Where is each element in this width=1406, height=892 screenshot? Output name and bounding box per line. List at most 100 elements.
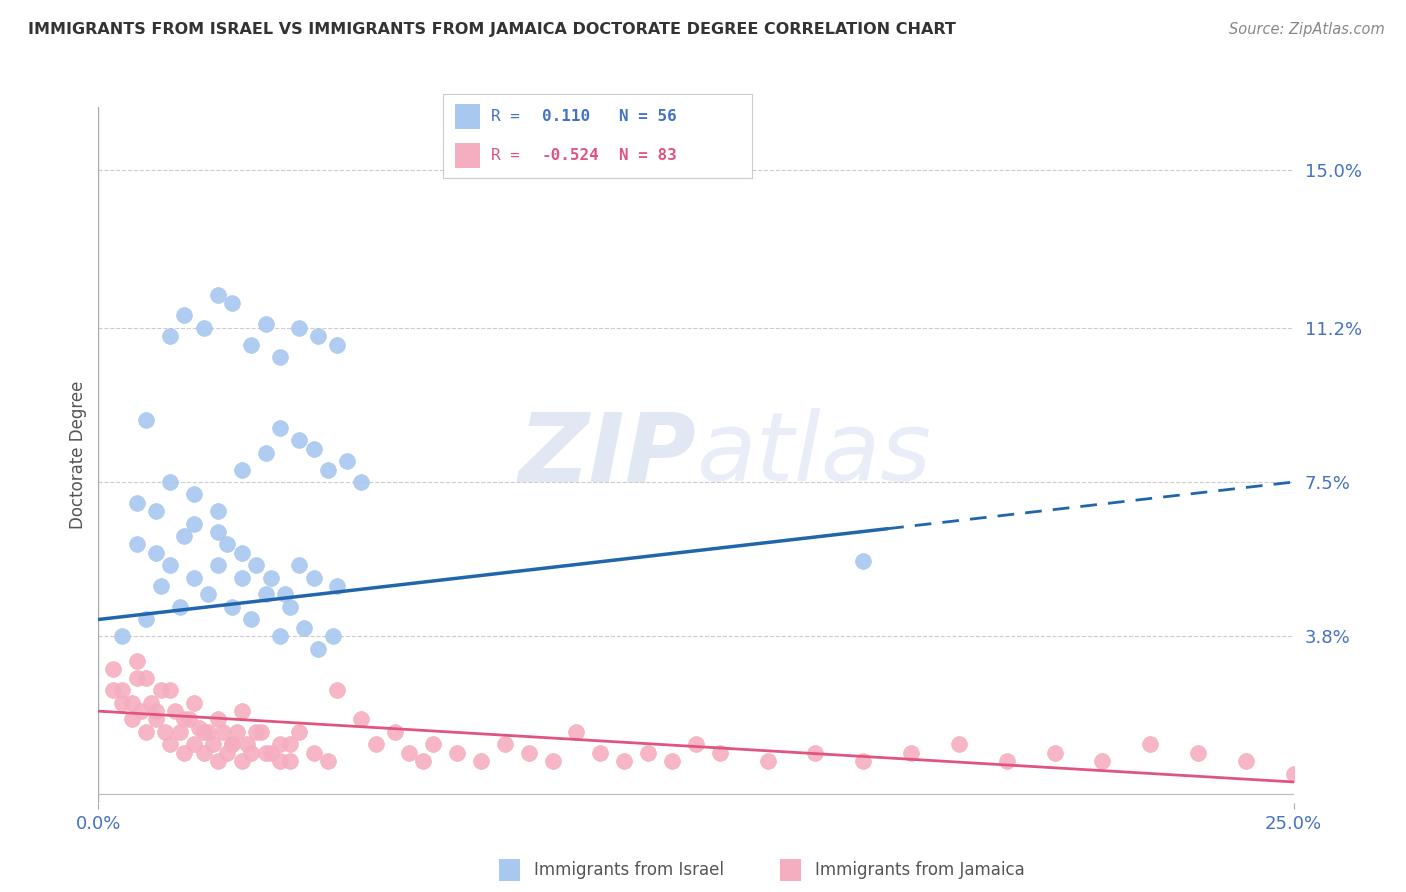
Point [326, 337, 349, 351]
Point [197, 587, 219, 601]
Point [422, 738, 444, 752]
Point [135, 412, 157, 426]
Y-axis label: Doctorate Degree: Doctorate Degree [69, 381, 87, 529]
Point [173, 713, 195, 727]
Point [121, 713, 143, 727]
Point [173, 529, 195, 543]
FancyBboxPatch shape [456, 143, 479, 169]
Point [217, 746, 239, 760]
Point [494, 738, 516, 752]
Point [149, 683, 172, 698]
Point [709, 746, 731, 760]
Point [326, 683, 349, 698]
Point [231, 704, 253, 718]
Point [274, 587, 297, 601]
Point [125, 671, 148, 685]
Point [179, 713, 201, 727]
Point [240, 612, 263, 626]
Point [221, 738, 243, 752]
Point [589, 746, 612, 760]
Point [187, 721, 209, 735]
Point [384, 725, 406, 739]
Point [207, 287, 229, 301]
Point [302, 442, 325, 456]
Point [1187, 746, 1209, 760]
Point [254, 317, 277, 331]
Point [121, 696, 143, 710]
Point [336, 454, 359, 468]
Text: atlas: atlas [696, 409, 931, 501]
Point [125, 496, 148, 510]
Point [159, 738, 181, 752]
Point [231, 546, 253, 560]
Text: N = 83: N = 83 [619, 148, 676, 163]
Point [446, 746, 468, 760]
Point [221, 296, 243, 310]
Point [207, 558, 229, 573]
Point [995, 754, 1018, 768]
Point [145, 713, 167, 727]
Point [193, 321, 215, 335]
Point [159, 683, 181, 698]
Point [541, 754, 564, 768]
Point [231, 462, 253, 476]
Point [231, 754, 253, 768]
Point [1139, 738, 1161, 752]
Point [207, 504, 229, 518]
Point [661, 754, 683, 768]
Point [259, 571, 281, 585]
Point [852, 554, 875, 568]
Point [278, 599, 301, 614]
Point [111, 696, 134, 710]
Point [231, 571, 253, 585]
Point [193, 746, 215, 760]
Point [159, 475, 181, 489]
Point [326, 579, 349, 593]
Point [1091, 754, 1114, 768]
Point [245, 725, 267, 739]
Text: R =: R = [491, 109, 520, 124]
Point [101, 663, 124, 677]
Point [288, 725, 311, 739]
Text: 0.110: 0.110 [541, 109, 591, 124]
Point [269, 754, 291, 768]
Point [159, 558, 181, 573]
Text: IMMIGRANTS FROM ISRAEL VS IMMIGRANTS FROM JAMAICA DOCTORATE DEGREE CORRELATION C: IMMIGRANTS FROM ISRAEL VS IMMIGRANTS FRO… [28, 22, 956, 37]
Text: Source: ZipAtlas.com: Source: ZipAtlas.com [1229, 22, 1385, 37]
Point [288, 558, 311, 573]
Point [139, 696, 162, 710]
Point [183, 738, 205, 752]
Point [135, 671, 157, 685]
Point [169, 599, 191, 614]
Point [804, 746, 827, 760]
Point [211, 725, 233, 739]
Point [948, 738, 970, 752]
Text: Immigrants from Jamaica: Immigrants from Jamaica [815, 861, 1025, 879]
Point [254, 446, 277, 460]
Point [364, 738, 387, 752]
Point [131, 704, 153, 718]
Point [125, 537, 148, 551]
Point [565, 725, 588, 739]
Point [207, 754, 229, 768]
Point [316, 462, 339, 476]
Point [322, 629, 344, 643]
Point [197, 725, 219, 739]
Point [226, 725, 249, 739]
Text: Immigrants from Israel: Immigrants from Israel [534, 861, 724, 879]
Point [159, 329, 181, 343]
Point [1234, 754, 1257, 768]
Point [183, 516, 205, 531]
Point [302, 746, 325, 760]
Point [235, 738, 257, 752]
Point [269, 421, 291, 435]
Point [269, 629, 291, 643]
Point [259, 746, 281, 760]
Text: R =: R = [491, 148, 520, 163]
Point [125, 654, 148, 668]
FancyBboxPatch shape [456, 103, 479, 129]
Point [101, 683, 124, 698]
Point [517, 746, 540, 760]
Point [613, 754, 636, 768]
Point [149, 579, 172, 593]
